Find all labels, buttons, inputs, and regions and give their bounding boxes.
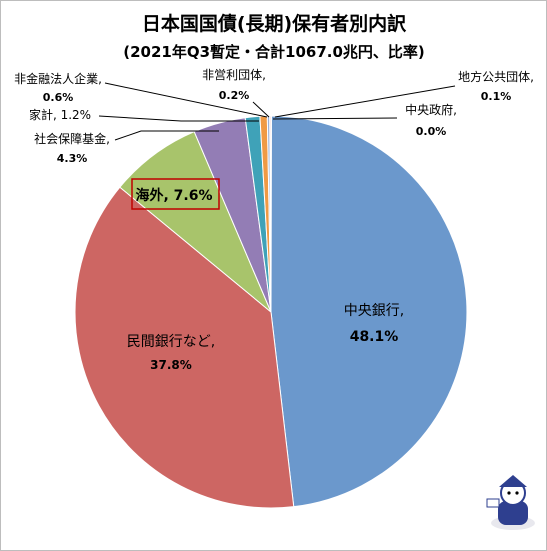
leader-lines xyxy=(98,82,456,141)
pie-slices xyxy=(74,115,468,509)
pie-slice-0 xyxy=(270,115,468,508)
leader-line-6 xyxy=(252,101,270,118)
slice-label-5: 非金融法人企業, xyxy=(14,71,102,86)
slice-label-1: 民間銀行など, xyxy=(127,334,215,350)
chart-title: 日本国国債(長期)保有者別内訳 xyxy=(142,12,407,35)
slice-value-1: 37.8% xyxy=(150,358,192,372)
slice-label-7: 地方公共団体, xyxy=(458,69,534,84)
mascot-eye-right xyxy=(515,491,519,495)
pie-slice-2 xyxy=(119,131,272,313)
slice-labels: 中央銀行, 48.1% 民間銀行など, 37.8% 海外, 7.6% 社会保障基金, 4.3… xyxy=(14,68,534,372)
mascot-paper xyxy=(486,498,500,508)
leader-line-3 xyxy=(114,130,219,141)
leader-line-4 xyxy=(98,115,259,122)
slice-label-0: 中央銀行, xyxy=(344,303,404,319)
pie-slice-1 xyxy=(74,186,295,509)
slice-value-5: 0.6% xyxy=(43,91,74,104)
slice-label-3: 社会保障基金, xyxy=(34,131,110,146)
mascot-eye-left xyxy=(507,491,511,495)
leader-line-8 xyxy=(272,117,398,120)
mascot-hat xyxy=(499,475,527,487)
slice-value-8: 0.0% xyxy=(416,125,447,138)
slice-value-6: 0.2% xyxy=(219,89,250,102)
mascot-body xyxy=(498,501,528,525)
slice-value-3: 4.3% xyxy=(57,152,88,165)
leader-line-5 xyxy=(104,82,268,118)
slice-value-0: 48.1% xyxy=(350,329,399,345)
mascot-icon xyxy=(486,475,535,530)
slice-value-7: 0.1% xyxy=(481,90,512,103)
slice-label-6: 非営利団体, xyxy=(202,68,266,82)
highlight-box xyxy=(131,178,220,210)
slice-label-4: 家計, 1.2% xyxy=(29,107,91,122)
slice-label-2: 海外, 7.6% xyxy=(135,187,212,204)
leader-line-7 xyxy=(274,85,456,118)
pie-slice-8 xyxy=(270,115,273,313)
chart-subtitle: (2021年Q3暫定・合計1067.0兆円、比率) xyxy=(123,43,425,61)
slice-label-8: 中央政府, xyxy=(405,102,457,117)
